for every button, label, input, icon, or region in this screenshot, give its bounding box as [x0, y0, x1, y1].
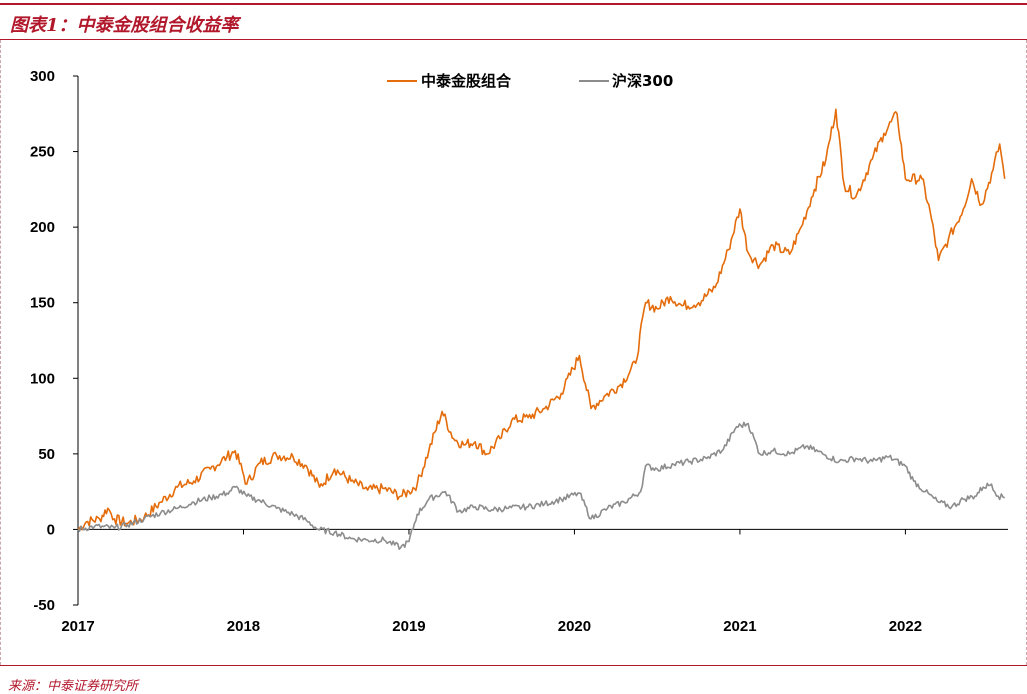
- frame-left-border: [0, 40, 1, 665]
- y-tick-label: 150: [30, 295, 55, 312]
- title-rule: [0, 39, 1027, 40]
- series-line-portfolio: [77, 108, 1006, 531]
- y-tick-label: 0: [47, 521, 55, 538]
- x-tick-label: 2022: [889, 618, 922, 635]
- legend-label: 沪深300: [612, 72, 673, 90]
- bottom-rule: [0, 665, 1027, 666]
- source-note: 来源：中泰证券研究所: [8, 679, 139, 694]
- x-axis: 2017 2018 2019 2020 2021 2022: [61, 528, 1008, 635]
- legend-label: 中泰金股组合: [421, 72, 512, 90]
- y-tick-label: 200: [30, 219, 55, 236]
- top-rule: [0, 3, 1027, 5]
- y-tick-label: 250: [30, 144, 55, 161]
- x-tick-label: 2019: [392, 618, 425, 635]
- y-axis: -50 0 50 100 150 200 250 300: [30, 68, 79, 614]
- x-tick-label: 2021: [723, 618, 756, 635]
- y-tick-label: 100: [30, 370, 55, 387]
- x-tick-label: 2018: [227, 618, 260, 635]
- series-line-benchmark: [77, 421, 1005, 550]
- series-layer: [77, 108, 1006, 550]
- x-tick-label: 2020: [558, 618, 591, 635]
- legend: 中泰金股组合 沪深300: [387, 72, 673, 90]
- y-tick-label: 300: [30, 68, 55, 85]
- figure-title: 图表1：中泰金股组合收益率: [10, 15, 239, 36]
- x-tick-label: 2017: [61, 618, 94, 635]
- y-tick-label: 50: [38, 446, 55, 463]
- y-tick-label: -50: [33, 597, 55, 614]
